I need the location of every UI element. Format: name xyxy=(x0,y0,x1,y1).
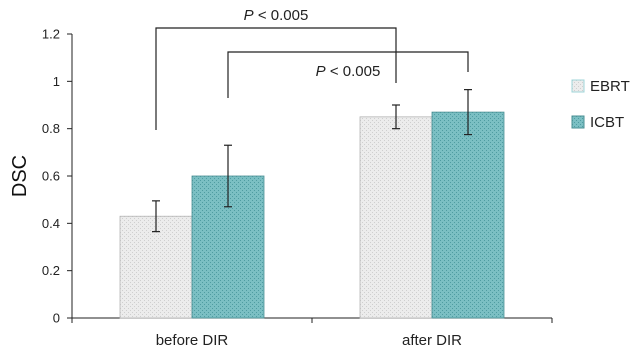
bars xyxy=(119,111,505,319)
p-value-threshold: < 0.005 xyxy=(254,7,309,24)
significance-label: P < 0.005 xyxy=(316,63,381,80)
y-tick-label: 0.2 xyxy=(42,263,60,278)
p-value-symbol: P xyxy=(244,7,254,24)
y-tick-label: 0.4 xyxy=(42,216,60,231)
y-tick-label: 0.8 xyxy=(42,121,60,136)
legend-label-icbt: ICBT xyxy=(590,114,624,131)
legend: EBRT ICBT xyxy=(571,78,630,131)
y-tick-label: 1.2 xyxy=(42,27,60,42)
p-value-symbol: P xyxy=(316,63,326,80)
significance-label: P < 0.005 xyxy=(244,7,309,24)
bar-ebrt-before-dir xyxy=(119,215,193,319)
x-category-label: before DIR xyxy=(156,332,229,349)
p-value-threshold: < 0.005 xyxy=(326,63,381,80)
significance-bracket xyxy=(227,51,469,98)
significance-bracket xyxy=(155,27,397,130)
y-tick-label: 0 xyxy=(53,311,60,326)
bar-ebrt-after-dir xyxy=(359,116,433,319)
legend-swatch-icbt xyxy=(571,115,585,129)
axes: 0 0.2 0.4 0.6 0.8 1 1.2 before DIR after DIR DSC xyxy=(9,27,553,349)
x-category-label: after DIR xyxy=(402,332,462,349)
bar-icbt-after-dir xyxy=(431,111,505,319)
y-tick-label: 1 xyxy=(53,74,60,89)
legend-swatch-ebrt xyxy=(571,79,585,93)
legend-label-ebrt: EBRT xyxy=(590,78,630,95)
y-tick-label: 0.6 xyxy=(42,169,60,184)
error-bars xyxy=(152,89,472,233)
y-axis-title: DSC xyxy=(9,155,31,197)
